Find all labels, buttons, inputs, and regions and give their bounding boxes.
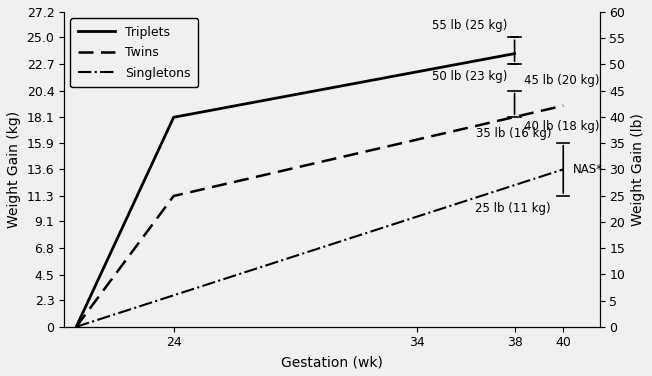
Legend: Triplets, Twins, Singletons: Triplets, Twins, Singletons [70,18,198,87]
Twins [559,103,567,108]
Text: 50 lb (23 kg): 50 lb (23 kg) [432,70,507,83]
Text: 25 lb (11 kg): 25 lb (11 kg) [475,202,551,215]
Text: 45 lb (20 kg): 45 lb (20 kg) [524,74,600,87]
Twins [170,194,177,198]
Text: NAS*: NAS* [573,163,603,176]
Text: 55 lb (25 kg): 55 lb (25 kg) [432,19,507,32]
Y-axis label: Weight Gain (lb): Weight Gain (lb) [631,113,645,226]
Twins [72,324,80,329]
Text: 35 lb (16 kg): 35 lb (16 kg) [475,127,551,140]
Line: Triplets: Triplets [76,54,514,327]
Text: 40 lb (18 kg): 40 lb (18 kg) [524,120,600,133]
Triplets [170,115,177,120]
Y-axis label: Weight Gain (kg): Weight Gain (kg) [7,111,21,228]
X-axis label: Gestation (wk): Gestation (wk) [281,355,383,369]
Line: Twins: Twins [76,106,563,327]
Triplets [511,52,518,56]
Triplets [72,324,80,329]
